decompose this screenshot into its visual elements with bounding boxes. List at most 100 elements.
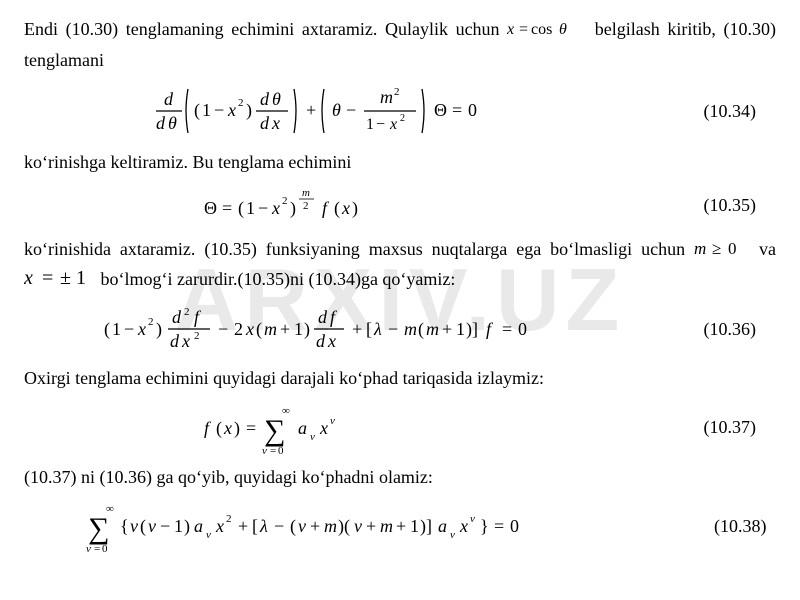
svg-text:x: x bbox=[137, 319, 146, 339]
svg-text:v: v bbox=[130, 516, 138, 536]
svg-text:x: x bbox=[327, 331, 336, 351]
svg-text:=: = bbox=[42, 267, 53, 289]
svg-text:x: x bbox=[223, 418, 232, 438]
svg-text:0: 0 bbox=[510, 516, 519, 536]
svg-text:[: [ bbox=[366, 319, 372, 339]
svg-text:+: + bbox=[306, 100, 316, 120]
svg-text:1: 1 bbox=[76, 267, 86, 289]
svg-text:d: d bbox=[260, 89, 270, 109]
svg-text:v: v bbox=[470, 513, 475, 525]
svg-text:(: ( bbox=[216, 418, 222, 439]
svg-text:(: ( bbox=[418, 319, 424, 340]
svg-text:+: + bbox=[396, 516, 406, 536]
svg-text:v: v bbox=[450, 529, 455, 541]
paragraph-4: Oxirgi tenglama echimini quyidagi daraja… bbox=[24, 363, 776, 394]
svg-text:x: x bbox=[271, 113, 280, 133]
equation-10-35: Θ = ( 1 − x 2 ) m 2 f ( x ) (10.35) bbox=[24, 184, 776, 228]
svg-text:)(: )( bbox=[338, 516, 350, 537]
svg-text:Θ: Θ bbox=[204, 198, 217, 218]
svg-text:−: − bbox=[258, 198, 268, 218]
svg-text:1: 1 bbox=[174, 516, 183, 536]
svg-text:m: m bbox=[302, 187, 310, 199]
svg-text:±: ± bbox=[60, 267, 71, 289]
svg-text:v: v bbox=[298, 516, 306, 536]
equation-10-38: ∑ ∞ v = 0 { v ( v − 1 ) a v x 2 + [ λ − … bbox=[24, 498, 776, 554]
p3-a: ko‘rinishida axtaramiz. (10.35) funksiya… bbox=[24, 239, 694, 259]
svg-text:+: + bbox=[352, 319, 362, 339]
svg-text:2: 2 bbox=[226, 513, 232, 525]
svg-text:−: − bbox=[274, 516, 284, 536]
svg-text:2: 2 bbox=[194, 330, 200, 342]
svg-text:d: d bbox=[156, 113, 166, 133]
svg-text:(: ( bbox=[290, 516, 296, 537]
svg-text:): ) bbox=[290, 198, 296, 219]
svg-text:=: = bbox=[452, 100, 462, 120]
svg-text:a: a bbox=[438, 516, 447, 536]
svg-text:d: d bbox=[260, 113, 270, 133]
svg-text:(: ( bbox=[194, 100, 200, 121]
svg-text:d: d bbox=[170, 331, 180, 351]
eq34-svg: d d θ ( 1 − x 2 ) d θ d x + θ − m bbox=[144, 81, 664, 141]
svg-text:(: ( bbox=[104, 319, 110, 340]
svg-text:v: v bbox=[330, 415, 335, 427]
svg-text:m: m bbox=[426, 319, 439, 339]
svg-text:∞: ∞ bbox=[106, 503, 114, 515]
svg-text:): ) bbox=[304, 319, 310, 340]
svg-text:−: − bbox=[388, 319, 398, 339]
svg-text:+: + bbox=[442, 319, 452, 339]
svg-text:v: v bbox=[262, 445, 267, 456]
svg-text:0: 0 bbox=[278, 445, 284, 456]
svg-text:2: 2 bbox=[282, 195, 288, 207]
eq35-number: (10.35) bbox=[704, 190, 777, 221]
svg-text:0: 0 bbox=[728, 239, 737, 258]
svg-text:a: a bbox=[194, 516, 203, 536]
svg-text:cos: cos bbox=[531, 21, 552, 38]
svg-text:θ: θ bbox=[168, 113, 177, 133]
svg-text:d: d bbox=[316, 331, 326, 351]
svg-text:2: 2 bbox=[400, 113, 405, 124]
svg-text:−: − bbox=[346, 100, 356, 120]
svg-text:Θ: Θ bbox=[434, 100, 447, 120]
svg-text:1: 1 bbox=[410, 516, 419, 536]
svg-text:{: { bbox=[120, 516, 129, 536]
paragraph-3: ko‘rinishida axtaramiz. (10.35) funksiya… bbox=[24, 234, 776, 295]
svg-text:x: x bbox=[389, 116, 397, 133]
svg-text:−: − bbox=[218, 319, 228, 339]
svg-text:): ) bbox=[184, 516, 190, 537]
eq35-svg: Θ = ( 1 − x 2 ) m 2 f ( x ) bbox=[204, 184, 624, 228]
svg-text:m: m bbox=[694, 239, 706, 258]
svg-text:1: 1 bbox=[202, 100, 211, 120]
svg-text:∞: ∞ bbox=[282, 405, 290, 417]
svg-text:=: = bbox=[94, 543, 100, 554]
svg-text:−: − bbox=[376, 116, 385, 133]
svg-text:x: x bbox=[181, 331, 190, 351]
inline-eq-xpm1: x = ± 1 bbox=[24, 267, 96, 289]
eq37-svg: f ( x ) = ∑ ∞ v = 0 a v x v bbox=[204, 400, 524, 456]
svg-text:−: − bbox=[124, 319, 134, 339]
svg-text:d: d bbox=[164, 89, 174, 109]
svg-text:2: 2 bbox=[234, 319, 243, 339]
svg-text:d: d bbox=[172, 307, 182, 327]
svg-text:2: 2 bbox=[184, 306, 190, 318]
svg-text:x: x bbox=[245, 319, 254, 339]
svg-text:θ: θ bbox=[332, 100, 341, 120]
svg-text:x: x bbox=[24, 267, 33, 289]
svg-text:−: − bbox=[160, 516, 170, 536]
svg-text:(: ( bbox=[238, 198, 244, 219]
svg-text:2: 2 bbox=[148, 316, 154, 328]
eq36-svg: ( 1 − x 2 ) d 2 f d x 2 − 2 x ( m + 1 ) … bbox=[104, 301, 664, 357]
svg-text:2: 2 bbox=[394, 86, 400, 98]
p3-c: bo‘lmog‘i zarurdir.(10.35)ni (10.34)ga q… bbox=[101, 269, 456, 289]
svg-text:x: x bbox=[319, 418, 328, 438]
svg-text:): ) bbox=[156, 319, 162, 340]
svg-text:}: } bbox=[480, 516, 489, 536]
svg-text:v: v bbox=[86, 543, 91, 554]
svg-text:θ: θ bbox=[559, 21, 567, 38]
eq37-number: (10.37) bbox=[704, 412, 777, 443]
svg-text:x: x bbox=[341, 198, 350, 218]
eq36-number: (10.36) bbox=[704, 314, 777, 345]
svg-text:m: m bbox=[380, 87, 393, 107]
svg-text:1: 1 bbox=[112, 319, 121, 339]
eq38-number: (10.38) bbox=[714, 511, 787, 542]
svg-text:0: 0 bbox=[468, 100, 477, 120]
